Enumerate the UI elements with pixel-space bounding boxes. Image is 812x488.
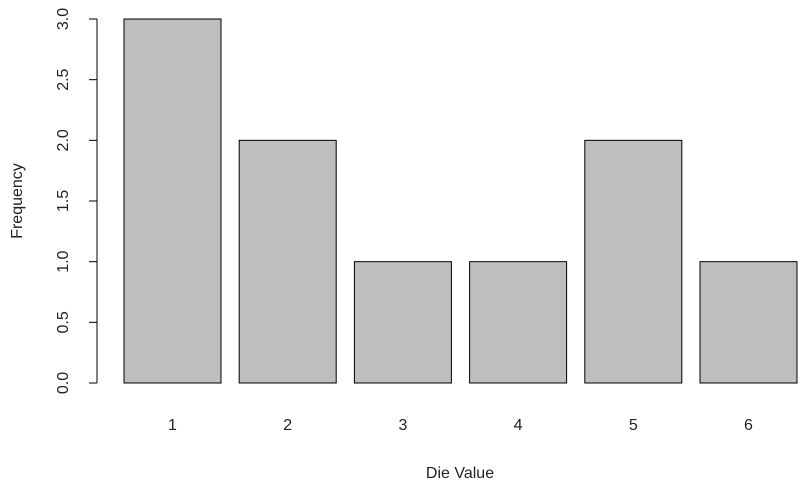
y-tick-label: 2.5 [55,68,72,90]
y-axis: 0.0 0.5 1.0 1.5 2.0 2.5 3.0 [55,8,98,394]
bar-4 [469,261,568,384]
x-tick-label: 3 [398,417,407,434]
y-tick-label: 1.5 [55,190,72,212]
y-tick-label: 0.5 [55,311,72,333]
x-axis-labels: 1 2 3 4 5 6 [168,417,753,434]
bar-3 [353,261,452,384]
y-axis-title: Frequency [9,163,26,239]
x-tick-label: 6 [744,417,753,434]
bar-2 [238,139,337,384]
bar-1 [123,18,222,384]
x-tick-label: 2 [283,417,292,434]
bar-6 [699,261,798,384]
bars-group [123,18,798,384]
x-tick-label: 5 [629,417,638,434]
bar-5 [584,139,683,384]
x-axis-title: Die Value [426,465,494,482]
y-tick-label: 0.0 [55,372,72,394]
x-tick-label: 1 [168,417,177,434]
x-tick-label: 4 [514,417,523,434]
y-tick-label: 3.0 [55,8,72,30]
y-tick-label: 2.0 [55,129,72,151]
y-tick-label: 1.0 [55,250,72,272]
